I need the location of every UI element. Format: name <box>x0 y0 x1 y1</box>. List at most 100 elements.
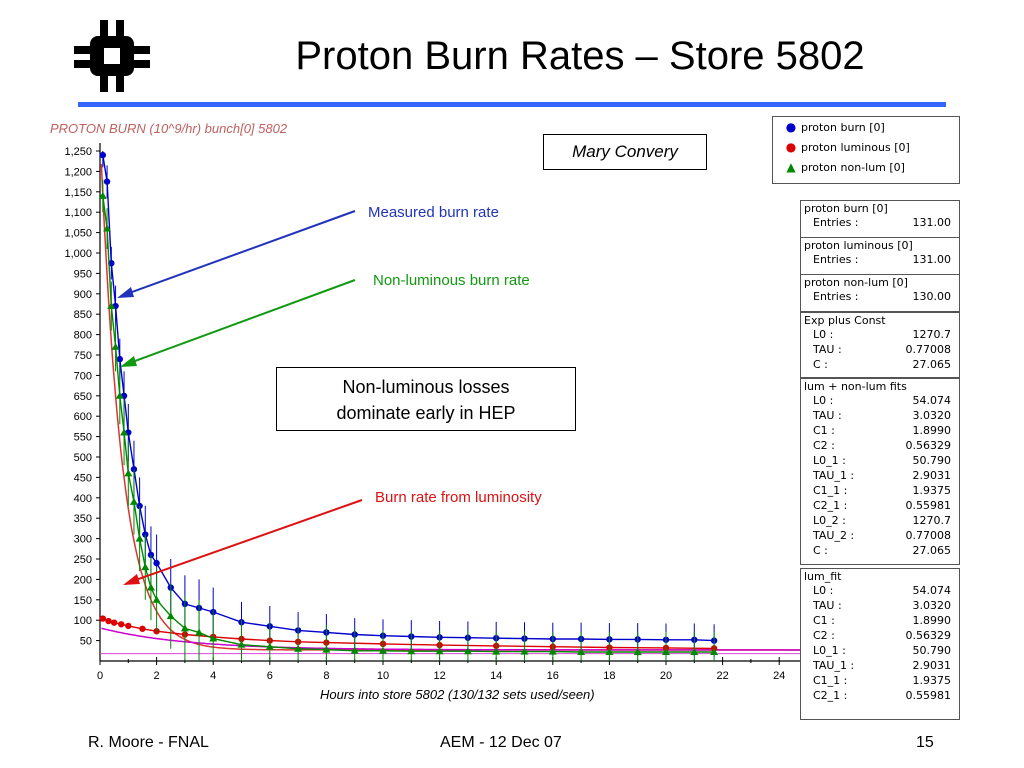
data-point <box>99 615 107 622</box>
y-tick-label: 500 <box>74 452 92 464</box>
data-point <box>103 224 112 232</box>
x-tick-label: 12 <box>433 670 445 682</box>
data-point <box>350 646 359 654</box>
data-point <box>322 645 331 653</box>
y-tick-label: 200 <box>74 574 92 586</box>
title-divider <box>78 102 946 107</box>
y-tick-label: 1,250 <box>64 146 92 158</box>
data-point <box>116 355 124 363</box>
data-point <box>209 634 218 642</box>
data-marks <box>98 151 719 661</box>
data-point <box>107 302 116 310</box>
nonlum-label: Non-luminous burn rate <box>373 272 530 289</box>
data-point <box>124 469 133 477</box>
nonlum-arrow <box>123 279 356 366</box>
blue-circle-icon: ● <box>785 120 797 134</box>
green-triangle-icon: ▲ <box>786 160 796 174</box>
x-tick-label: 0 <box>97 670 103 682</box>
data-point <box>115 391 124 399</box>
legend-label: proton luminous [0] <box>801 140 910 154</box>
y-tick-label: 550 <box>74 432 92 444</box>
stats-title: lum + non-lum fits <box>804 380 907 393</box>
author-box: Mary Convery <box>543 134 707 170</box>
series-line <box>102 154 715 642</box>
y-tick-label: 750 <box>74 350 92 362</box>
data-point <box>294 644 303 652</box>
stats-exp-plus-const: Exp plus Const L0 :1270.7 TAU :0.77008 C… <box>800 312 960 378</box>
footer-author: R. Moore - FNAL <box>88 734 209 751</box>
x-tick-label: 4 <box>210 670 216 682</box>
stats-lum-nonlum-fits: lum + non-lum fits L0 :54.074 TAU :3.032… <box>800 378 960 565</box>
data-point <box>195 628 204 636</box>
stats-title: proton luminous [0] <box>804 239 913 252</box>
stats-luminous: proton luminous [0] Entries :131.00 <box>800 237 960 275</box>
stats-row: Entries :130.00 <box>813 290 951 303</box>
fermilab-logo-icon <box>74 20 150 92</box>
footer-meeting: AEM - 12 Dec 07 <box>440 734 562 751</box>
x-tick-label: 24 <box>773 670 785 682</box>
data-point <box>633 648 642 656</box>
data-point <box>129 497 138 505</box>
data-point <box>265 642 274 650</box>
data-point <box>605 648 614 656</box>
legend-item-burn: ● proton burn [0] <box>773 117 959 137</box>
legend-item-luminous: ● proton luminous [0] <box>773 137 959 157</box>
stats-title: proton burn [0] <box>804 202 888 215</box>
stats-title: lum_fit <box>804 570 842 583</box>
legend-item-nonlum: ▲ proton non-lum [0] <box>773 157 959 177</box>
stats-nonlum: proton non-lum [0] Entries :130.00 <box>800 274 960 312</box>
x-tick-label: 22 <box>716 670 728 682</box>
y-tick-label: 300 <box>74 534 92 546</box>
data-point <box>103 178 111 185</box>
data-point <box>146 583 155 591</box>
stats-title: proton non-lum [0] <box>804 276 908 289</box>
data-point <box>548 647 557 655</box>
y-tick-label: 800 <box>74 330 92 342</box>
data-point <box>105 617 112 625</box>
legend-label: proton non-lum [0] <box>801 160 905 174</box>
x-tick-label: 18 <box>603 670 615 682</box>
series-line <box>102 195 715 653</box>
y-tick-label: 950 <box>74 268 92 280</box>
data-point <box>662 648 670 656</box>
y-tick-label: 1,000 <box>64 248 92 260</box>
data-point <box>136 502 143 510</box>
chart-legend: ● proton burn [0] ● proton luminous [0] … <box>772 116 960 184</box>
lum-label: Burn rate from luminosity <box>375 489 542 506</box>
data-point <box>435 647 444 655</box>
y-tick-label: 400 <box>74 493 92 505</box>
data-point <box>152 595 161 603</box>
lum-arrow <box>126 499 363 584</box>
x-tick-label: 14 <box>490 670 502 682</box>
legend-label: proton burn [0] <box>801 120 885 134</box>
footer-page-number: 15 <box>916 734 934 751</box>
data-point <box>139 625 146 632</box>
data-point <box>237 640 246 648</box>
note-line-1: Non-luminous losses <box>342 377 510 397</box>
data-point <box>125 622 132 630</box>
data-point <box>407 647 416 655</box>
data-point <box>577 648 586 656</box>
y-tick-label: 1,100 <box>64 207 92 219</box>
data-point <box>142 531 149 538</box>
stats-lum-fit: lum_fit L0 :54.074 TAU :3.0320 C1 :1.899… <box>800 568 960 720</box>
stats-burn: proton burn [0] Entries :131.00 <box>800 200 960 238</box>
data-point <box>147 551 155 559</box>
y-tick-label: 1,050 <box>64 228 92 240</box>
y-tick-label: 350 <box>74 513 92 525</box>
nonlum-arrowhead <box>120 356 137 367</box>
note-box: Non-luminous losses dominate early in HE… <box>276 367 576 431</box>
y-tick-label: 600 <box>74 411 92 423</box>
data-point <box>153 559 160 567</box>
annotation-arrows <box>117 210 363 585</box>
data-point <box>99 151 107 159</box>
y-tick-label: 850 <box>74 309 92 321</box>
note-line-2: dominate early in HEP <box>336 403 516 423</box>
data-point <box>379 646 387 654</box>
data-point <box>492 647 501 655</box>
x-axis-label: Hours into store 5802 (130/132 sets used… <box>320 687 595 702</box>
data-point <box>135 534 144 542</box>
data-point <box>98 191 107 199</box>
y-tick-label: 900 <box>74 289 92 301</box>
